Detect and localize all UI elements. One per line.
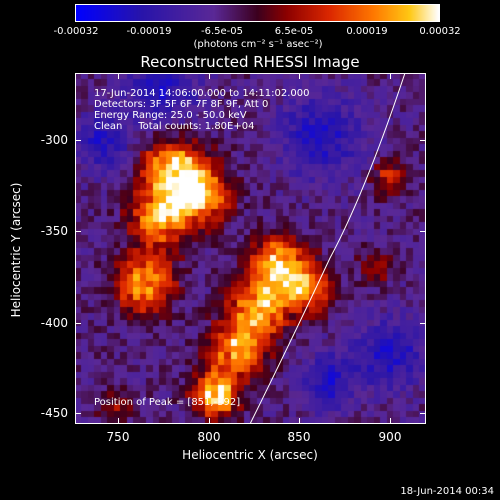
peak-position: Position of Peak = [851,-392] (94, 397, 241, 408)
detectors: Detectors: 3F 5F 6F 7F 8F 9F, Att 0 (94, 99, 269, 110)
x-tick-label: 750 (106, 430, 130, 444)
timestamp: 18-Jun-2014 00:34 (400, 486, 494, 497)
colorbar-label: -0.00032 (53, 26, 99, 37)
image-title: Reconstructed RHESSI Image (140, 53, 360, 71)
axis-tick-mark (390, 418, 391, 424)
x-tick-label: 800 (197, 430, 221, 444)
y-tick-label: -400 (40, 316, 68, 330)
clean-counts: Clean Total counts: 1.80E+04 (94, 121, 255, 132)
axis-tick-mark (299, 418, 300, 424)
x-tick-label: 900 (378, 430, 402, 444)
colorbar-label: -6.5e-05 (201, 26, 243, 37)
colorbar-label: 6.5e-05 (274, 26, 314, 37)
colorbar-label: -0.00019 (126, 26, 172, 37)
axis-tick-mark (420, 231, 426, 232)
time-range: 17-Jun-2014 14:06:00.000 to 14:11:02.000 (94, 88, 310, 99)
rhessi-image (75, 73, 426, 424)
axis-tick-mark (299, 73, 300, 79)
axis-tick-mark (420, 413, 426, 414)
y-axis-label: Heliocentric Y (arcsec) (9, 182, 23, 318)
energy-range: Energy Range: 25.0 - 50.0 keV (94, 110, 247, 121)
colorbar (75, 4, 440, 22)
axis-tick-mark (75, 323, 81, 324)
axis-tick-mark (75, 140, 81, 141)
axis-tick-mark (75, 413, 81, 414)
axis-tick-mark (420, 140, 426, 141)
colorbar-units: (photons cm⁻² s⁻¹ asec⁻²) (193, 39, 323, 50)
axis-tick-mark (390, 73, 391, 79)
axis-tick-mark (118, 418, 119, 424)
y-tick-label: -300 (40, 133, 68, 147)
colorbar-label: 0.00032 (419, 26, 461, 37)
plot-frame (75, 73, 426, 424)
axis-tick-mark (209, 73, 210, 79)
y-tick-label: -350 (40, 224, 68, 238)
axis-tick-mark (209, 418, 210, 424)
axis-tick-mark (118, 73, 119, 79)
limb-overlay (249, 73, 406, 424)
y-tick-label: -450 (40, 406, 68, 420)
axis-tick-mark (75, 231, 81, 232)
axis-tick-mark (420, 323, 426, 324)
x-axis-label: Heliocentric X (arcsec) (182, 448, 318, 462)
x-tick-label: 850 (287, 430, 311, 444)
solar-limb-line (249, 73, 406, 424)
colorbar-label: 0.00019 (346, 26, 388, 37)
